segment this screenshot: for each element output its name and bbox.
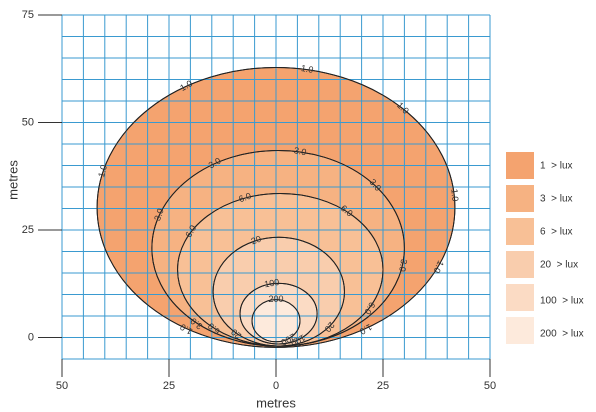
legend-swatch <box>506 317 534 344</box>
legend-swatch <box>506 251 534 278</box>
legend-label: 100 > lux <box>540 296 584 307</box>
contour-label: 1.0 <box>449 189 460 202</box>
contour-line <box>212 236 345 347</box>
contour-label: 1.0 <box>96 164 109 179</box>
contour-label: 3.0 <box>152 207 166 222</box>
contour-line <box>239 282 318 345</box>
contour-label: 3.0 <box>397 258 409 272</box>
contour-label: 20 <box>323 320 337 334</box>
contour-label: 6.0 <box>237 191 252 205</box>
legend-label: 20 > lux <box>540 260 578 271</box>
contour-line <box>251 299 301 343</box>
y-tick-label: 75 <box>22 9 34 21</box>
x-tick-label: 0 <box>273 380 279 392</box>
y-tick-label: 0 <box>28 331 34 343</box>
legend-label: 1 > lux <box>540 161 573 172</box>
legend-swatch <box>506 185 534 212</box>
x-tick-label: 25 <box>377 380 389 392</box>
contour-label: 1.0 <box>432 259 446 275</box>
y-tick-label: 25 <box>22 224 34 236</box>
y-tick-label: 50 <box>22 116 34 128</box>
x-tick-label: 50 <box>484 380 496 392</box>
contour-label: 100 <box>264 277 281 289</box>
contour-line <box>96 66 456 348</box>
legend-swatch <box>506 152 534 179</box>
x-tick-label: 50 <box>56 380 68 392</box>
contour-label: 20 <box>250 234 263 247</box>
contour-label: 3.0 <box>293 145 307 157</box>
legend-swatch <box>506 284 534 311</box>
legend-label: 6 > lux <box>540 227 573 238</box>
y-axis-label: metres <box>5 160 20 200</box>
contour-label: 1.0 <box>300 63 314 75</box>
contour-label: 20 <box>229 327 243 341</box>
x-axis-label: metres <box>256 395 296 410</box>
x-tick-label: 25 <box>163 380 175 392</box>
legend-swatch <box>506 218 534 245</box>
legend-label: 3 > lux <box>540 194 573 205</box>
contour-label: 200 <box>268 294 283 304</box>
legend-label: 200 > lux <box>540 329 584 340</box>
